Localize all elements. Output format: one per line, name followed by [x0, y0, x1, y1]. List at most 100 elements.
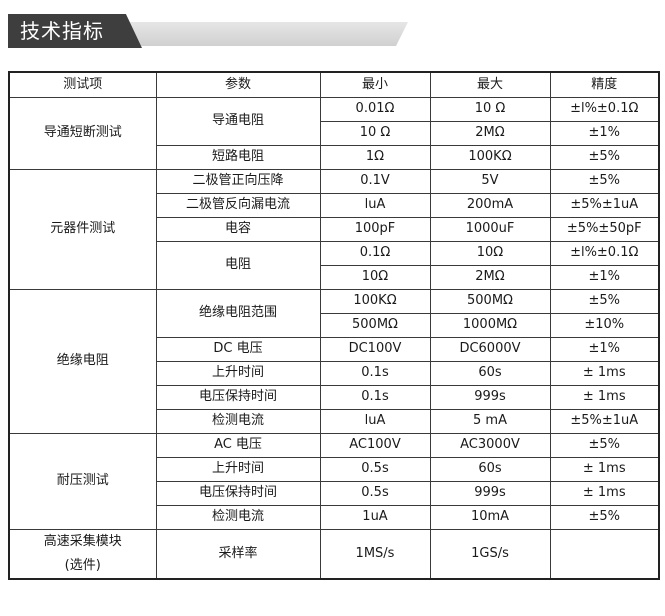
param-cell: 检测电流 — [155, 409, 321, 434]
col-header-accuracy: 精度 — [549, 71, 660, 98]
table-header-row: 测试项 参数 最小 最大 精度 — [8, 71, 660, 98]
accuracy-cell: ±5% — [549, 505, 660, 530]
min-cell: 100pF — [319, 217, 431, 242]
accuracy-cell: ±1% — [549, 337, 660, 362]
max-cell: 10 Ω — [429, 97, 551, 122]
table-row: 绝缘电阻 绝缘电阻范围 100KΩ 500MΩ ±5% — [8, 289, 660, 434]
max-cell: 2MΩ — [429, 265, 551, 290]
table-row: 耐压测试 AC 电压 AC100V AC3000V ±5% — [8, 433, 660, 530]
param-cell: 二极管正向压降 — [155, 169, 321, 194]
min-cell: 100KΩ — [319, 289, 431, 314]
min-cell: 0.1V — [319, 169, 431, 194]
table-row: 元器件测试 二极管正向压降 0.1V 5V ±5% — [8, 169, 660, 290]
param-cell: 上升时间 — [155, 457, 321, 482]
accuracy-cell: ± 1ms — [549, 361, 660, 386]
group-component: 元器件测试 — [8, 169, 157, 290]
param-cell: DC 电压 — [155, 337, 321, 362]
accuracy-cell: ±5% — [549, 169, 660, 194]
param-cell: 二极管反向漏电流 — [155, 193, 321, 218]
min-cell: 10Ω — [319, 265, 431, 290]
accuracy-cell: ±l%±0.1Ω — [549, 97, 660, 122]
param-cell: 电压保持时间 — [155, 385, 321, 410]
max-cell: 999s — [429, 481, 551, 506]
min-cell: 1Ω — [319, 145, 431, 170]
spec-table: 测试项 参数 最小 最大 精度 导通短断测试 导通电阻 0.01Ω 10 Ω ±… — [8, 71, 660, 580]
max-cell: 60s — [429, 457, 551, 482]
table-row: 高速采集模块 (选件) 采样率 1MS/s 1GS/s — [8, 529, 660, 580]
accuracy-cell: ±5%±1uA — [549, 193, 660, 218]
max-cell: 2MΩ — [429, 121, 551, 146]
accuracy-cell: ± 1ms — [549, 457, 660, 482]
table-row: 导通短断测试 导通电阻 0.01Ω 10 Ω ±l%±0.1Ω — [8, 97, 660, 170]
max-cell: 10mA — [429, 505, 551, 530]
min-cell: 10 Ω — [319, 121, 431, 146]
table-row: 10Ω 2MΩ ±1% — [9, 265, 660, 290]
group-insulation: 绝缘电阻 — [8, 289, 157, 434]
max-cell: DC6000V — [429, 337, 551, 362]
max-cell: 1GS/s — [429, 529, 551, 580]
table-row: 电容 100pF 1000uF ±5%±50pF — [9, 217, 660, 242]
table-row: 检测电流 1uA 10mA ±5% — [9, 505, 660, 530]
min-cell: luA — [319, 193, 431, 218]
group-withstand: 耐压测试 — [8, 433, 157, 530]
accuracy-cell: ± 1ms — [549, 481, 660, 506]
accuracy-cell: ±10% — [549, 313, 660, 338]
max-cell: 999s — [429, 385, 551, 410]
param-cell: 检测电流 — [155, 505, 321, 530]
accuracy-cell: ± 1ms — [549, 385, 660, 410]
col-header-param: 参数 — [155, 71, 321, 98]
min-cell: 0.1s — [319, 385, 431, 410]
group-conduction: 导通短断测试 — [8, 97, 157, 170]
param-cell: 采样率 — [155, 529, 321, 580]
max-cell: 60s — [429, 361, 551, 386]
max-cell: 5V — [429, 169, 551, 194]
min-cell: 1MS/s — [319, 529, 431, 580]
max-cell: 200mA — [429, 193, 551, 218]
table-row: 10 Ω 2MΩ ±1% — [9, 121, 660, 146]
param-cell: 电阻 — [155, 241, 321, 290]
table-row: DC 电压 DC100V DC6000V ±1% — [9, 337, 660, 362]
group-acquisition-option: (选件) — [64, 558, 101, 573]
section-header: 技术指标 — [8, 14, 408, 48]
accuracy-cell: ±5% — [549, 433, 660, 458]
param-cell: 短路电阻 — [155, 145, 321, 170]
accuracy-cell: ±5%±50pF — [549, 217, 660, 242]
col-header-item: 测试项 — [8, 71, 157, 98]
group-acquisition: 高速采集模块 (选件) — [8, 529, 157, 580]
min-cell: 500MΩ — [319, 313, 431, 338]
table-row: 电阻 0.1Ω 10Ω ±l%±0.1Ω — [9, 241, 660, 290]
accuracy-cell: ±1% — [549, 121, 660, 146]
param-cell: AC 电压 — [155, 433, 321, 458]
accuracy-cell: ±l%±0.1Ω — [549, 241, 660, 266]
param-cell: 导通电阻 — [155, 97, 321, 146]
max-cell: 1000MΩ — [429, 313, 551, 338]
min-cell: 0.1Ω — [319, 241, 431, 266]
accuracy-cell: ±1% — [549, 265, 660, 290]
param-cell: 上升时间 — [155, 361, 321, 386]
accuracy-cell: ±5%±1uA — [549, 409, 660, 434]
table-row: 上升时间 0.5s 60s ± 1ms — [9, 457, 660, 482]
max-cell: 100KΩ — [429, 145, 551, 170]
table-row: 二极管反向漏电流 luA 200mA ±5%±1uA — [9, 193, 660, 218]
min-cell: 1uA — [319, 505, 431, 530]
param-cell: 电容 — [155, 217, 321, 242]
min-cell: 0.1s — [319, 361, 431, 386]
max-cell: 500MΩ — [429, 289, 551, 314]
accuracy-cell — [549, 529, 660, 580]
max-cell: AC3000V — [429, 433, 551, 458]
max-cell: 10Ω — [429, 241, 551, 266]
min-cell: luA — [319, 409, 431, 434]
group-acquisition-name: 高速采集模块 — [43, 534, 122, 549]
section-title: 技术指标 — [8, 14, 142, 48]
max-cell: 5 mA — [429, 409, 551, 434]
param-cell: 绝缘电阻范围 — [155, 289, 321, 338]
col-header-min: 最小 — [319, 71, 431, 98]
col-header-max: 最大 — [429, 71, 551, 98]
param-cell: 电压保持时间 — [155, 481, 321, 506]
accuracy-cell: ±5% — [549, 145, 660, 170]
accuracy-cell: ±5% — [549, 289, 660, 314]
min-cell: 0.5s — [319, 481, 431, 506]
min-cell: AC100V — [319, 433, 431, 458]
min-cell: 0.01Ω — [319, 97, 431, 122]
min-cell: DC100V — [319, 337, 431, 362]
